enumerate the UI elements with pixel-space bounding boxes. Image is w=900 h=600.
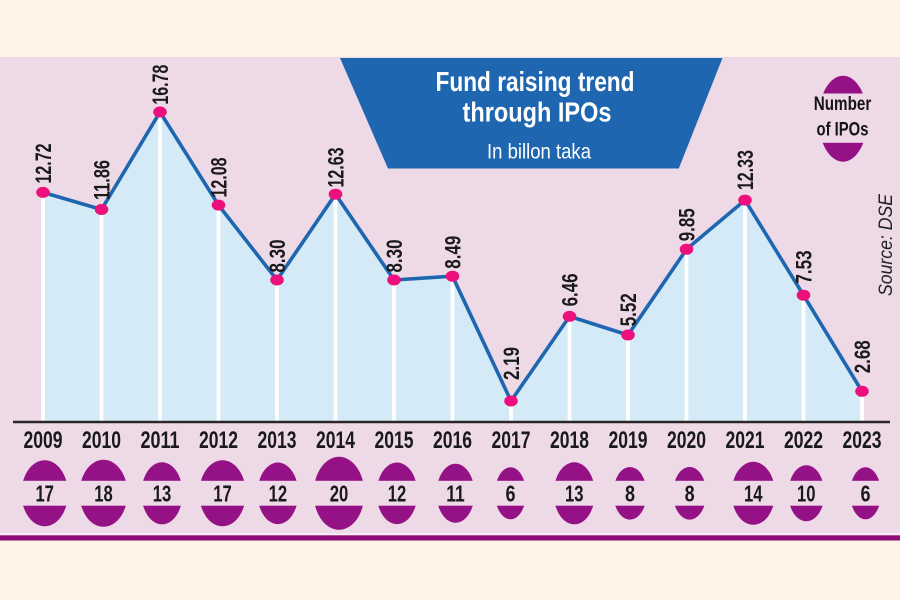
svg-text:2009: 2009: [24, 427, 63, 454]
svg-text:8.30: 8.30: [382, 240, 407, 273]
svg-text:8.49: 8.49: [440, 236, 465, 269]
svg-text:8.30: 8.30: [265, 240, 290, 273]
svg-text:14: 14: [744, 480, 763, 506]
svg-text:2.19: 2.19: [499, 347, 524, 380]
svg-text:Fund raising trend: Fund raising trend: [436, 66, 635, 97]
svg-text:17: 17: [213, 480, 232, 506]
svg-text:16.78: 16.78: [148, 65, 173, 105]
svg-text:11.86: 11.86: [89, 160, 114, 200]
svg-text:8: 8: [685, 480, 695, 506]
svg-text:13: 13: [565, 480, 584, 506]
svg-text:12.08: 12.08: [206, 158, 231, 198]
svg-text:8: 8: [625, 480, 635, 506]
svg-text:12.72: 12.72: [31, 144, 56, 184]
svg-text:2018: 2018: [550, 427, 589, 454]
svg-text:2013: 2013: [258, 427, 297, 454]
svg-text:6: 6: [506, 480, 516, 506]
svg-text:2.68: 2.68: [850, 340, 875, 373]
svg-text:7.53: 7.53: [791, 251, 816, 284]
svg-text:13: 13: [153, 480, 172, 506]
svg-text:through IPOs: through IPOs: [463, 96, 612, 127]
svg-text:17: 17: [35, 480, 54, 506]
svg-text:2019: 2019: [609, 427, 648, 454]
svg-text:2022: 2022: [784, 427, 823, 454]
svg-text:20: 20: [330, 480, 349, 506]
svg-text:12: 12: [388, 480, 407, 506]
svg-text:2012: 2012: [199, 427, 238, 454]
svg-text:Number: Number: [814, 94, 872, 115]
svg-text:2015: 2015: [375, 427, 414, 454]
svg-text:2017: 2017: [492, 427, 531, 454]
svg-text:11: 11: [446, 480, 465, 506]
svg-text:12: 12: [269, 480, 288, 506]
svg-text:10: 10: [797, 480, 816, 506]
svg-text:2011: 2011: [141, 427, 180, 454]
svg-text:9.85: 9.85: [674, 208, 699, 241]
svg-text:5.52: 5.52: [616, 293, 641, 326]
svg-text:2010: 2010: [82, 427, 121, 454]
svg-text:2016: 2016: [433, 427, 472, 454]
svg-text:12.33: 12.33: [733, 150, 758, 190]
svg-text:2020: 2020: [667, 427, 706, 454]
svg-text:6.46: 6.46: [557, 273, 582, 306]
svg-text:of IPOs: of IPOs: [817, 120, 869, 141]
svg-text:18: 18: [94, 480, 113, 506]
svg-text:2023: 2023: [843, 427, 882, 454]
svg-text:2021: 2021: [726, 427, 765, 454]
svg-text:2014: 2014: [316, 427, 355, 454]
svg-text:Source: DSE: Source: DSE: [875, 193, 897, 296]
svg-text:6: 6: [861, 480, 871, 506]
svg-text:12.63: 12.63: [323, 148, 348, 188]
svg-text:In billon taka: In billon taka: [487, 139, 591, 163]
